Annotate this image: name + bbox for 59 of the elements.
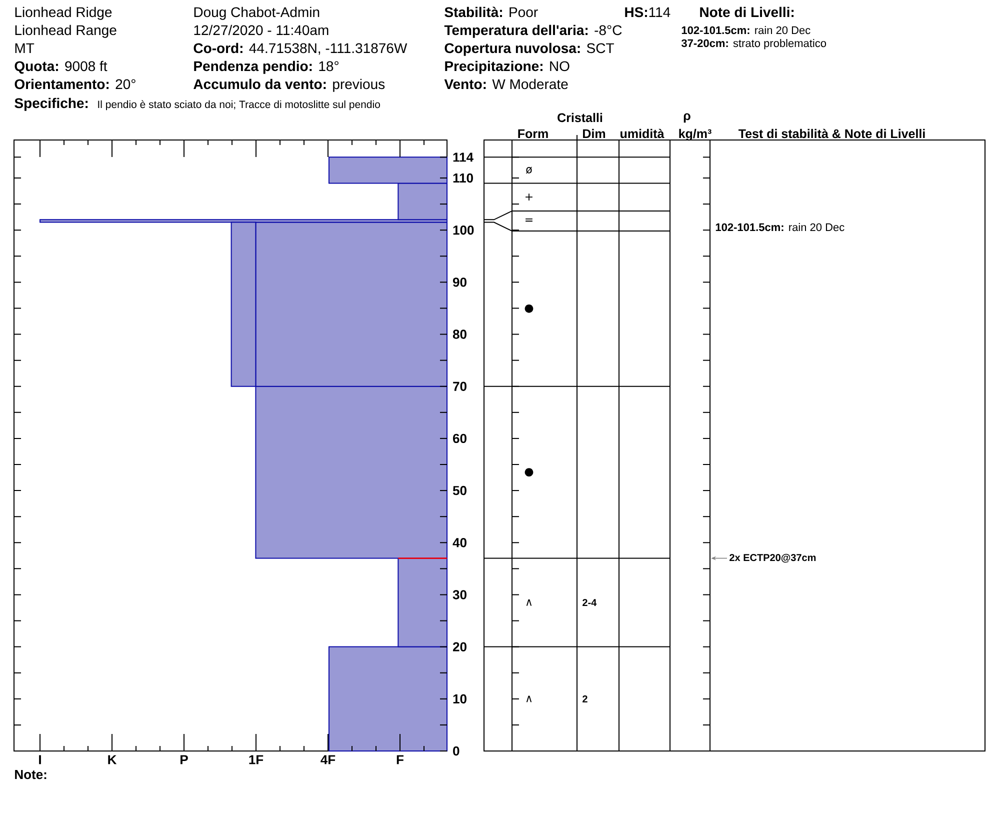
- y-tick-label: 30: [452, 590, 466, 600]
- text: Accumulo da vento: previous: [194, 78, 385, 92]
- category-label: umidità: [620, 128, 664, 138]
- text: F: [396, 755, 404, 764]
- text: Co-ord: 44.71538N, -111.31876W: [194, 42, 408, 55]
- text: 2x ECTP20@37cm: [730, 554, 816, 563]
- text: ø: [526, 166, 532, 174]
- text: ∧: [526, 599, 532, 606]
- text: 102-101.5cm: rain 20 Dec: [682, 26, 810, 34]
- text: ●: [524, 304, 534, 313]
- text: 102-101.5cm: rain 20 Dec: [716, 223, 844, 232]
- text: ∧: [526, 696, 532, 702]
- y-tick-label: 110: [453, 173, 473, 183]
- text: Stabilità: Poor: [444, 6, 538, 18]
- y-tick-label: 100: [453, 225, 474, 235]
- text: Pendenza pendio: 18°: [194, 60, 338, 74]
- y-tick-label: 10: [453, 694, 466, 704]
- y-tick-label: 114: [453, 152, 474, 162]
- y-tick-label: 40: [452, 538, 466, 548]
- y-tick-label: 60: [453, 434, 466, 444]
- text: 12/27/2020 - 11:40am: [194, 24, 328, 36]
- text: HS:114: [625, 7, 670, 18]
- text: Doug Chabot-Admin: [194, 6, 320, 20]
- y-tick-label: 20: [452, 642, 466, 652]
- text: ●: [524, 468, 534, 477]
- text: +: [526, 194, 532, 201]
- text: Note:: [15, 770, 46, 780]
- text: Copertura nuvolosa: SCT: [444, 42, 614, 56]
- text: 37-20cm: strato problematico: [681, 39, 826, 50]
- text: 2-4: [582, 599, 597, 606]
- text: Specifiche:: [14, 98, 88, 111]
- text: Il pendio è stato sciato da noi; Tracce di motoslitte sul pendio: [98, 100, 380, 110]
- text: Cristalli: [558, 112, 602, 122]
- text: K: [108, 755, 117, 764]
- category-label: Dim: [583, 128, 606, 138]
- category-label: Test di stabilità & Note di Livelli: [738, 128, 925, 138]
- text: I: [39, 755, 41, 764]
- text: Vento: W Moderate: [444, 78, 568, 90]
- text: ρ: [684, 113, 690, 123]
- category-label: kg/m³: [679, 128, 712, 141]
- text: Quota: 9008 ft: [14, 60, 108, 74]
- text: 1F: [249, 755, 264, 764]
- text: 2: [582, 695, 588, 702]
- text: P: [180, 755, 188, 764]
- text: Note di Livelli:: [700, 6, 794, 18]
- y-tick-label: 70: [453, 382, 466, 391]
- text: Lionhead Range: [15, 24, 116, 38]
- category-label: Form: [518, 129, 548, 138]
- text: Orientamento: 20°: [14, 78, 136, 90]
- y-tick-label: 0: [453, 746, 460, 756]
- y-tick-label: 50: [452, 486, 466, 496]
- text: MT: [15, 43, 34, 53]
- text: Lionhead Ridge: [15, 6, 112, 20]
- text: Precipitazione: NO: [445, 60, 570, 74]
- text: =: [526, 218, 532, 222]
- y-tick-label: 90: [452, 278, 466, 287]
- text: Temperatura dell'aria: -8°C: [444, 24, 622, 38]
- text: 4F: [320, 755, 336, 764]
- y-tick-label: 80: [452, 330, 466, 339]
